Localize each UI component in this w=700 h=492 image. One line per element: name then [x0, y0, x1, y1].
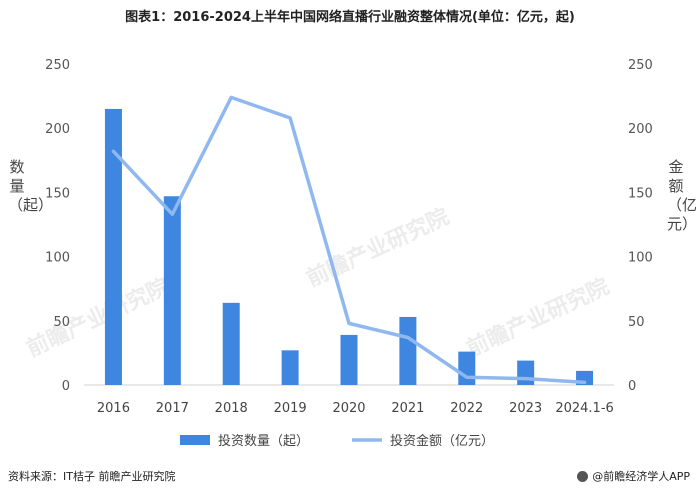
bar-2020: [340, 334, 358, 385]
x-tick-label: 2024.1-6: [555, 401, 613, 416]
y-tick-right: 100: [628, 251, 653, 266]
y-tick-left: 50: [53, 315, 70, 330]
legend-swatch-bar: [180, 435, 210, 445]
y-tick-right: 200: [628, 122, 653, 137]
bar-2019: [281, 350, 299, 385]
x-tick-label: 2019: [274, 401, 307, 416]
source-note: 资料来源：IT桔子 前瞻产业研究院: [8, 470, 176, 483]
y-tick-left: 250: [45, 58, 70, 73]
x-tick-label: 2020: [332, 401, 365, 416]
x-tick-label: 2021: [391, 401, 424, 416]
brand-text: @前瞻经济学人APP: [592, 470, 690, 483]
y-tick-right: 50: [628, 315, 645, 330]
bar-2018: [222, 302, 240, 385]
y-tick-left: 0: [62, 379, 70, 394]
y-tick-left: 150: [45, 186, 70, 201]
bar-2021: [399, 316, 417, 385]
x-tick-label: 2017: [156, 401, 189, 416]
brand-logo-icon: [577, 470, 589, 482]
y-tick-left: 200: [45, 122, 70, 137]
y-tick-right: 0: [628, 379, 636, 394]
x-tick-label: 2016: [97, 401, 130, 416]
x-tick-label: 2023: [509, 401, 542, 416]
bar-2017: [163, 196, 181, 385]
y-tick-right: 250: [628, 58, 653, 73]
y-tick-right: 150: [628, 186, 653, 201]
x-tick-label: 2022: [450, 401, 483, 416]
bar-2022: [458, 351, 476, 385]
legend-label-line: 投资金额（亿元）: [390, 433, 494, 449]
line-investment-amount: [111, 95, 587, 385]
brand-credit: @前瞻经济学人APP: [577, 468, 690, 484]
bar-2016: [104, 108, 122, 385]
legend-label-bar: 投资数量（起）: [218, 433, 309, 449]
x-tick-label: 2018: [215, 401, 248, 416]
bar-2023: [517, 360, 535, 385]
y-tick-left: 100: [45, 251, 70, 266]
chart-title: 图表1：2016-2024上半年中国网络直播行业融资整体情况(单位：亿元，起): [125, 10, 575, 25]
